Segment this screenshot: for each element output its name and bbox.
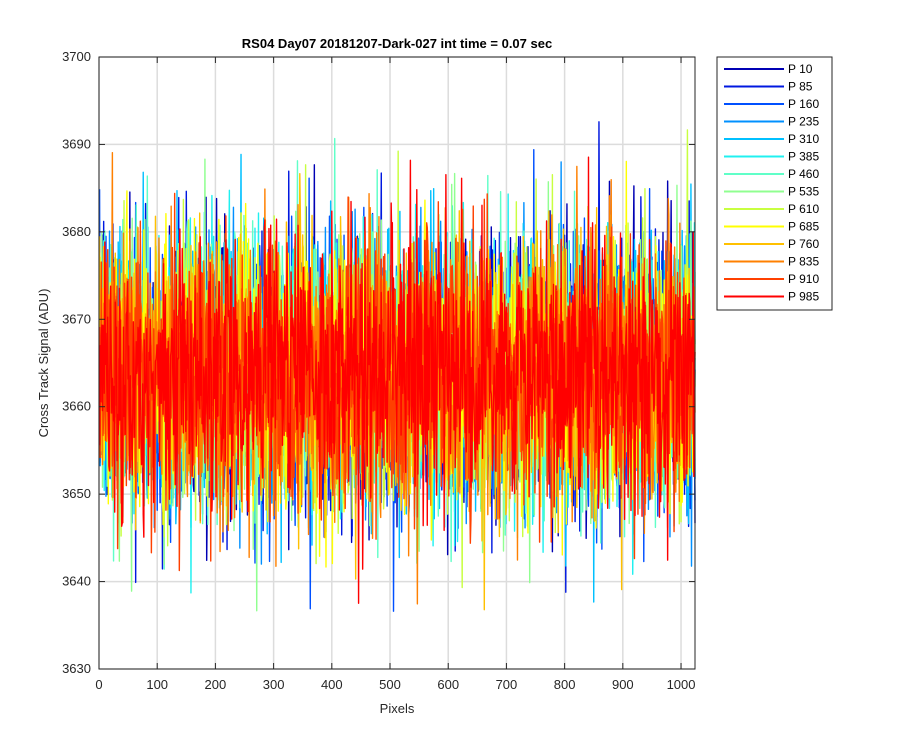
x-tick-label: 600 xyxy=(437,677,459,692)
x-tick-label: 300 xyxy=(263,677,285,692)
series-line-p985 xyxy=(98,156,696,605)
x-tick-label: 800 xyxy=(554,677,576,692)
legend-label: P 835 xyxy=(788,255,819,269)
legend-label: P 85 xyxy=(788,80,813,94)
x-tick-label: 100 xyxy=(146,677,168,692)
legend-label: P 535 xyxy=(788,185,819,199)
x-axis: 0 100 200 300 400 500 600 700 800 900 1000 xyxy=(95,57,695,692)
legend-label: P 235 xyxy=(788,115,819,129)
x-tick-label: 200 xyxy=(205,677,227,692)
legend-label: P 310 xyxy=(788,132,819,146)
y-tick-label: 3650 xyxy=(62,486,91,501)
y-tick-label: 3670 xyxy=(62,311,91,326)
x-tick-label: 500 xyxy=(379,677,401,692)
y-axis-label: Cross Track Signal (ADU) xyxy=(36,289,51,438)
legend-label: P 760 xyxy=(788,237,819,251)
plot-frame xyxy=(98,56,696,670)
legend-label: P 460 xyxy=(788,167,819,181)
y-tick-label: 3680 xyxy=(62,224,91,239)
x-tick-label: 1000 xyxy=(667,677,696,692)
legend-label: P 385 xyxy=(788,150,819,164)
chart-title: RS04 Day07 20181207-Dark-027 int time = … xyxy=(242,36,552,51)
legend-label: P 685 xyxy=(788,220,819,234)
y-tick-label: 3660 xyxy=(62,399,91,414)
legend-box xyxy=(716,56,833,311)
legend-label: P 910 xyxy=(788,272,819,286)
x-tick-label: 900 xyxy=(612,677,634,692)
legend-label: P 985 xyxy=(788,290,819,304)
legend-label: P 160 xyxy=(788,97,819,111)
legend-label: P 610 xyxy=(788,202,819,216)
x-axis-label: Pixels xyxy=(380,701,415,716)
y-axis: 3630 3640 3650 3660 3670 3680 3690 3700 xyxy=(62,49,695,676)
legend: P 10 P 85 P 160 P 235 P 310 P 385 P 460 P 535 P … xyxy=(716,56,833,311)
series-lines xyxy=(98,121,696,612)
y-tick-label: 3700 xyxy=(62,49,91,64)
x-tick-label: 400 xyxy=(321,677,343,692)
legend-label: P 10 xyxy=(788,62,813,76)
y-tick-label: 3640 xyxy=(62,574,91,589)
x-tick-label: 700 xyxy=(496,677,518,692)
y-tick-label: 3630 xyxy=(62,661,91,676)
x-tick-label: 0 xyxy=(95,677,102,692)
y-tick-label: 3690 xyxy=(62,136,91,151)
